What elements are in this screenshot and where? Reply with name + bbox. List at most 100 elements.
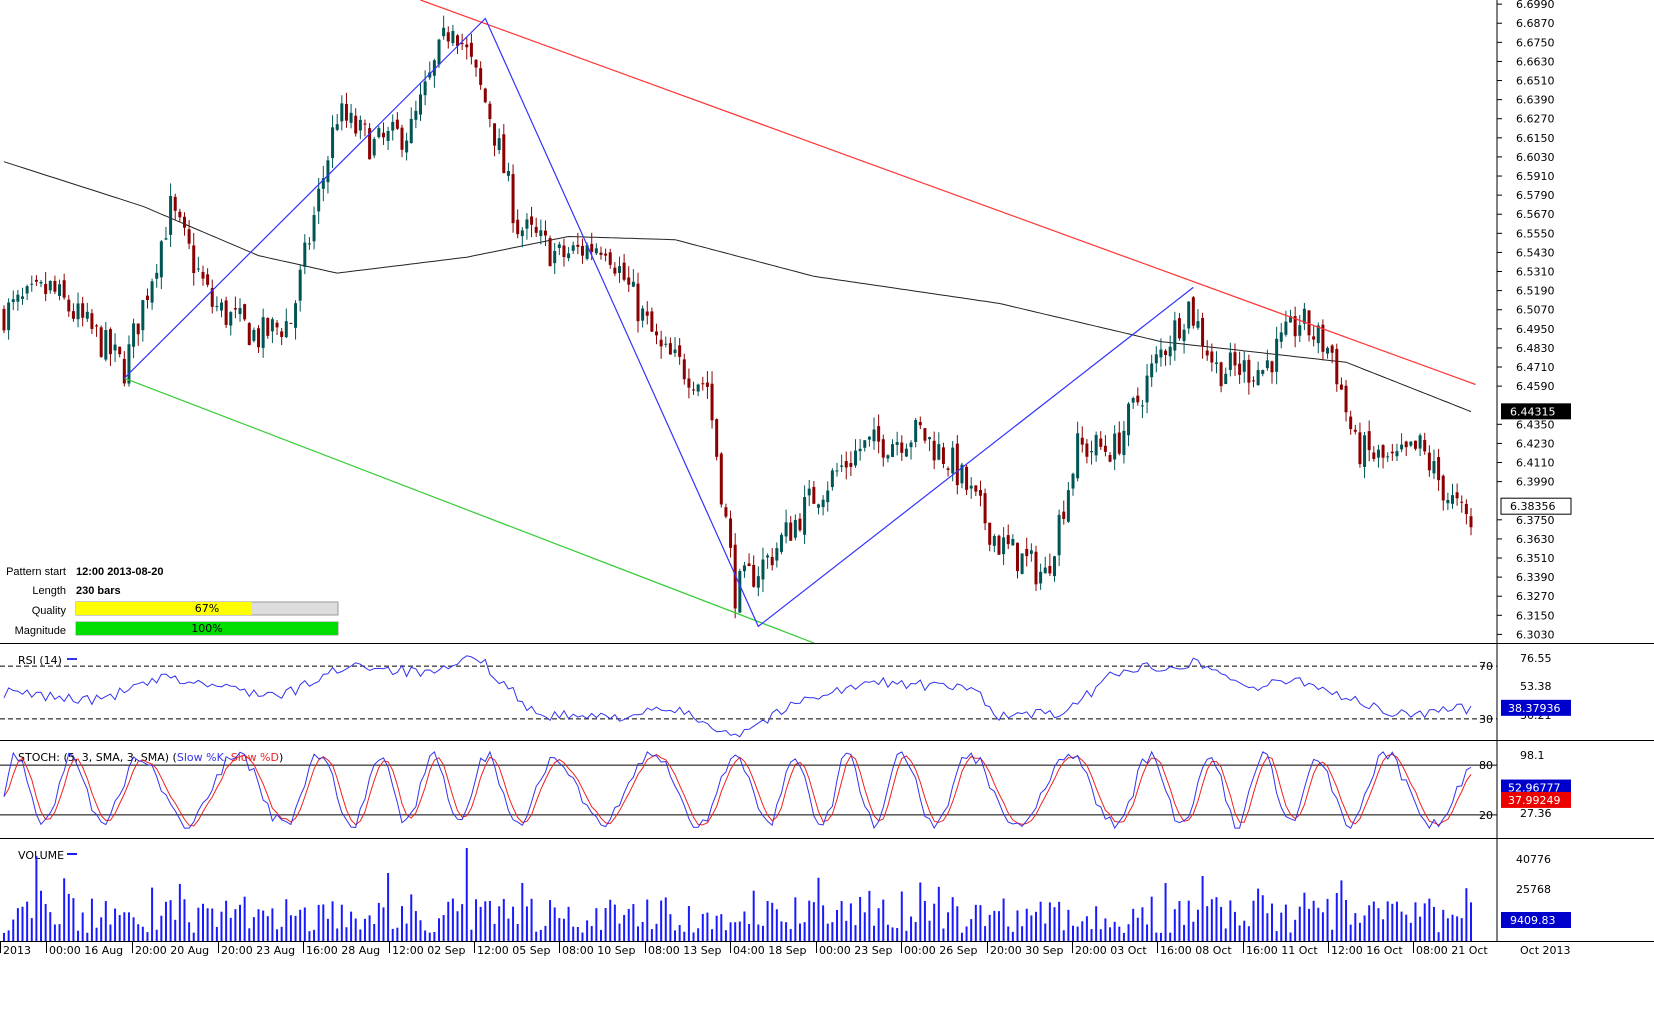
candle-body bbox=[363, 123, 367, 125]
candle-body bbox=[437, 39, 441, 65]
candle-body bbox=[469, 42, 473, 57]
candle-body bbox=[1224, 373, 1228, 385]
candle-body bbox=[381, 132, 385, 138]
time-tick-label: 20:00 20 Aug bbox=[135, 944, 209, 957]
candle-body bbox=[1122, 430, 1126, 456]
candle-body bbox=[432, 60, 436, 76]
candle-body bbox=[1048, 565, 1052, 574]
rsi-level-label: 70 bbox=[1479, 660, 1493, 673]
candle-body bbox=[928, 437, 932, 440]
candle-body bbox=[1002, 537, 1006, 555]
candle-body bbox=[1289, 316, 1293, 323]
candle-body bbox=[567, 253, 571, 259]
candle-body bbox=[715, 419, 719, 457]
candle-body bbox=[752, 564, 756, 587]
candle-body bbox=[1247, 359, 1251, 383]
price-tick-label: 6.4710 bbox=[1516, 361, 1555, 374]
rsi-title: RSI (14) bbox=[18, 654, 62, 667]
candle-body bbox=[409, 118, 413, 144]
rsi-axis-label: 76.55 bbox=[1520, 652, 1552, 665]
price-tick-label: 6.5550 bbox=[1516, 227, 1555, 240]
volume-title: VOLUME bbox=[18, 849, 64, 862]
price-tick-label: 6.6750 bbox=[1516, 36, 1555, 49]
candle-body bbox=[1191, 297, 1195, 326]
candle-body bbox=[7, 302, 11, 331]
candle-body bbox=[530, 216, 534, 225]
candle-body bbox=[511, 174, 515, 224]
candle-body bbox=[335, 124, 339, 130]
candle-body bbox=[585, 245, 589, 259]
candle-body bbox=[696, 384, 700, 392]
candle-body bbox=[557, 244, 561, 248]
candle-body bbox=[187, 229, 191, 244]
rsi-current-box bbox=[1501, 699, 1571, 716]
candle-body bbox=[178, 211, 182, 218]
candle-body bbox=[641, 308, 645, 321]
moving-average bbox=[3, 161, 1472, 413]
candle-body bbox=[1284, 321, 1288, 335]
current-price-label: 6.44315 bbox=[1510, 405, 1556, 418]
candle-body bbox=[479, 68, 483, 85]
candle-body bbox=[1390, 451, 1394, 454]
candle-body bbox=[344, 103, 348, 121]
candle-body bbox=[849, 463, 853, 467]
candle-body bbox=[1108, 455, 1112, 462]
candle-body bbox=[368, 128, 372, 160]
stoch-close: ) bbox=[279, 751, 283, 764]
candle-body bbox=[132, 323, 136, 347]
candle-body bbox=[25, 286, 29, 294]
candle-body bbox=[456, 35, 460, 46]
candle-body bbox=[1020, 553, 1024, 574]
candle-body bbox=[516, 219, 520, 235]
candle-body bbox=[141, 300, 145, 331]
candle-body bbox=[224, 300, 228, 325]
candle-body bbox=[1085, 443, 1089, 457]
candle-body bbox=[659, 339, 663, 347]
time-tick-label: 00:00 16 Aug bbox=[49, 944, 123, 957]
candle-body bbox=[1182, 329, 1186, 341]
candle-body bbox=[1039, 571, 1043, 584]
price-tick-label: 6.3750 bbox=[1516, 514, 1555, 527]
price-tick-label: 6.6150 bbox=[1516, 132, 1555, 145]
candle-body bbox=[321, 178, 325, 189]
candle-body bbox=[400, 127, 404, 150]
stoch-d-current-box bbox=[1501, 791, 1571, 808]
time-tick-label: 20:00 30 Sep bbox=[990, 944, 1063, 957]
candle-body bbox=[733, 544, 737, 609]
time-tick-label: 08:00 10 Sep bbox=[562, 944, 635, 957]
candle-body bbox=[1113, 433, 1117, 460]
time-tick-label: 16:00 11 Oct bbox=[1246, 944, 1318, 957]
candle-body bbox=[608, 252, 612, 265]
candle-body bbox=[1302, 308, 1306, 324]
candle-body bbox=[122, 358, 126, 384]
candle-body bbox=[1062, 511, 1066, 519]
candle-body bbox=[1353, 429, 1357, 432]
candle-body bbox=[358, 119, 362, 131]
candle-body bbox=[1469, 516, 1473, 528]
candle-body bbox=[895, 442, 899, 445]
time-axis: 2013 00:00 16 Aug 20:00 20 Aug 20:00 23 Aug… bbox=[0, 941, 1571, 957]
candle-body bbox=[270, 319, 274, 332]
candle-body bbox=[206, 274, 210, 285]
pattern-info-label: Pattern start bbox=[6, 566, 66, 578]
price-tick-label: 6.3390 bbox=[1516, 571, 1555, 584]
candle-body bbox=[1326, 347, 1330, 354]
candle-body bbox=[127, 344, 131, 384]
candle-body bbox=[978, 489, 982, 496]
candle-body bbox=[1015, 542, 1019, 572]
candle-body bbox=[1103, 445, 1107, 452]
candle-body bbox=[289, 322, 293, 324]
candle-body bbox=[766, 555, 770, 558]
candle-body bbox=[923, 428, 927, 441]
price-tick-label: 6.6390 bbox=[1516, 94, 1555, 107]
candle-body bbox=[1386, 456, 1390, 458]
candle-body bbox=[261, 317, 265, 348]
candle-body bbox=[687, 378, 691, 388]
time-tick-label: 12:00 16 Oct bbox=[1331, 944, 1403, 957]
rsi-axis-label: 53.38 bbox=[1520, 680, 1552, 693]
candle-body bbox=[340, 103, 344, 122]
candle-body bbox=[909, 442, 913, 448]
candle-body bbox=[85, 311, 89, 319]
magnitude-bar-fill bbox=[76, 622, 338, 635]
